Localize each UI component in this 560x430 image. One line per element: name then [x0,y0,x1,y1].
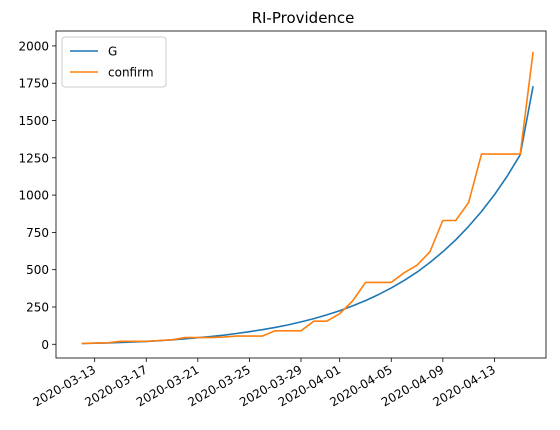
legend-box [61,36,167,88]
series-line-g [81,86,534,345]
y-tick-label: 250 [26,300,49,314]
legend-label: G [108,45,117,59]
y-tick-label: 500 [26,263,49,277]
series-line-confirm [81,51,534,345]
y-tick-label: 1500 [18,114,49,128]
y-tick-label: 2000 [18,39,49,53]
y-tick-label: 750 [26,226,49,240]
plot-area [81,51,534,345]
y-tick-label: 1000 [18,189,49,203]
plot-frame [55,30,547,359]
x-axis: 2020-03-132020-03-172020-03-212020-03-25… [31,358,498,409]
y-axis: 0 250 500 750 1000 1250 1500 1750 2000 [18,39,56,352]
legend-label: confirm [108,66,154,80]
y-tick-label: 1250 [18,151,49,165]
y-tick-label: 1750 [18,77,49,91]
y-tick-label: 0 [41,338,49,352]
chart-title: RI-Providence [252,9,355,27]
